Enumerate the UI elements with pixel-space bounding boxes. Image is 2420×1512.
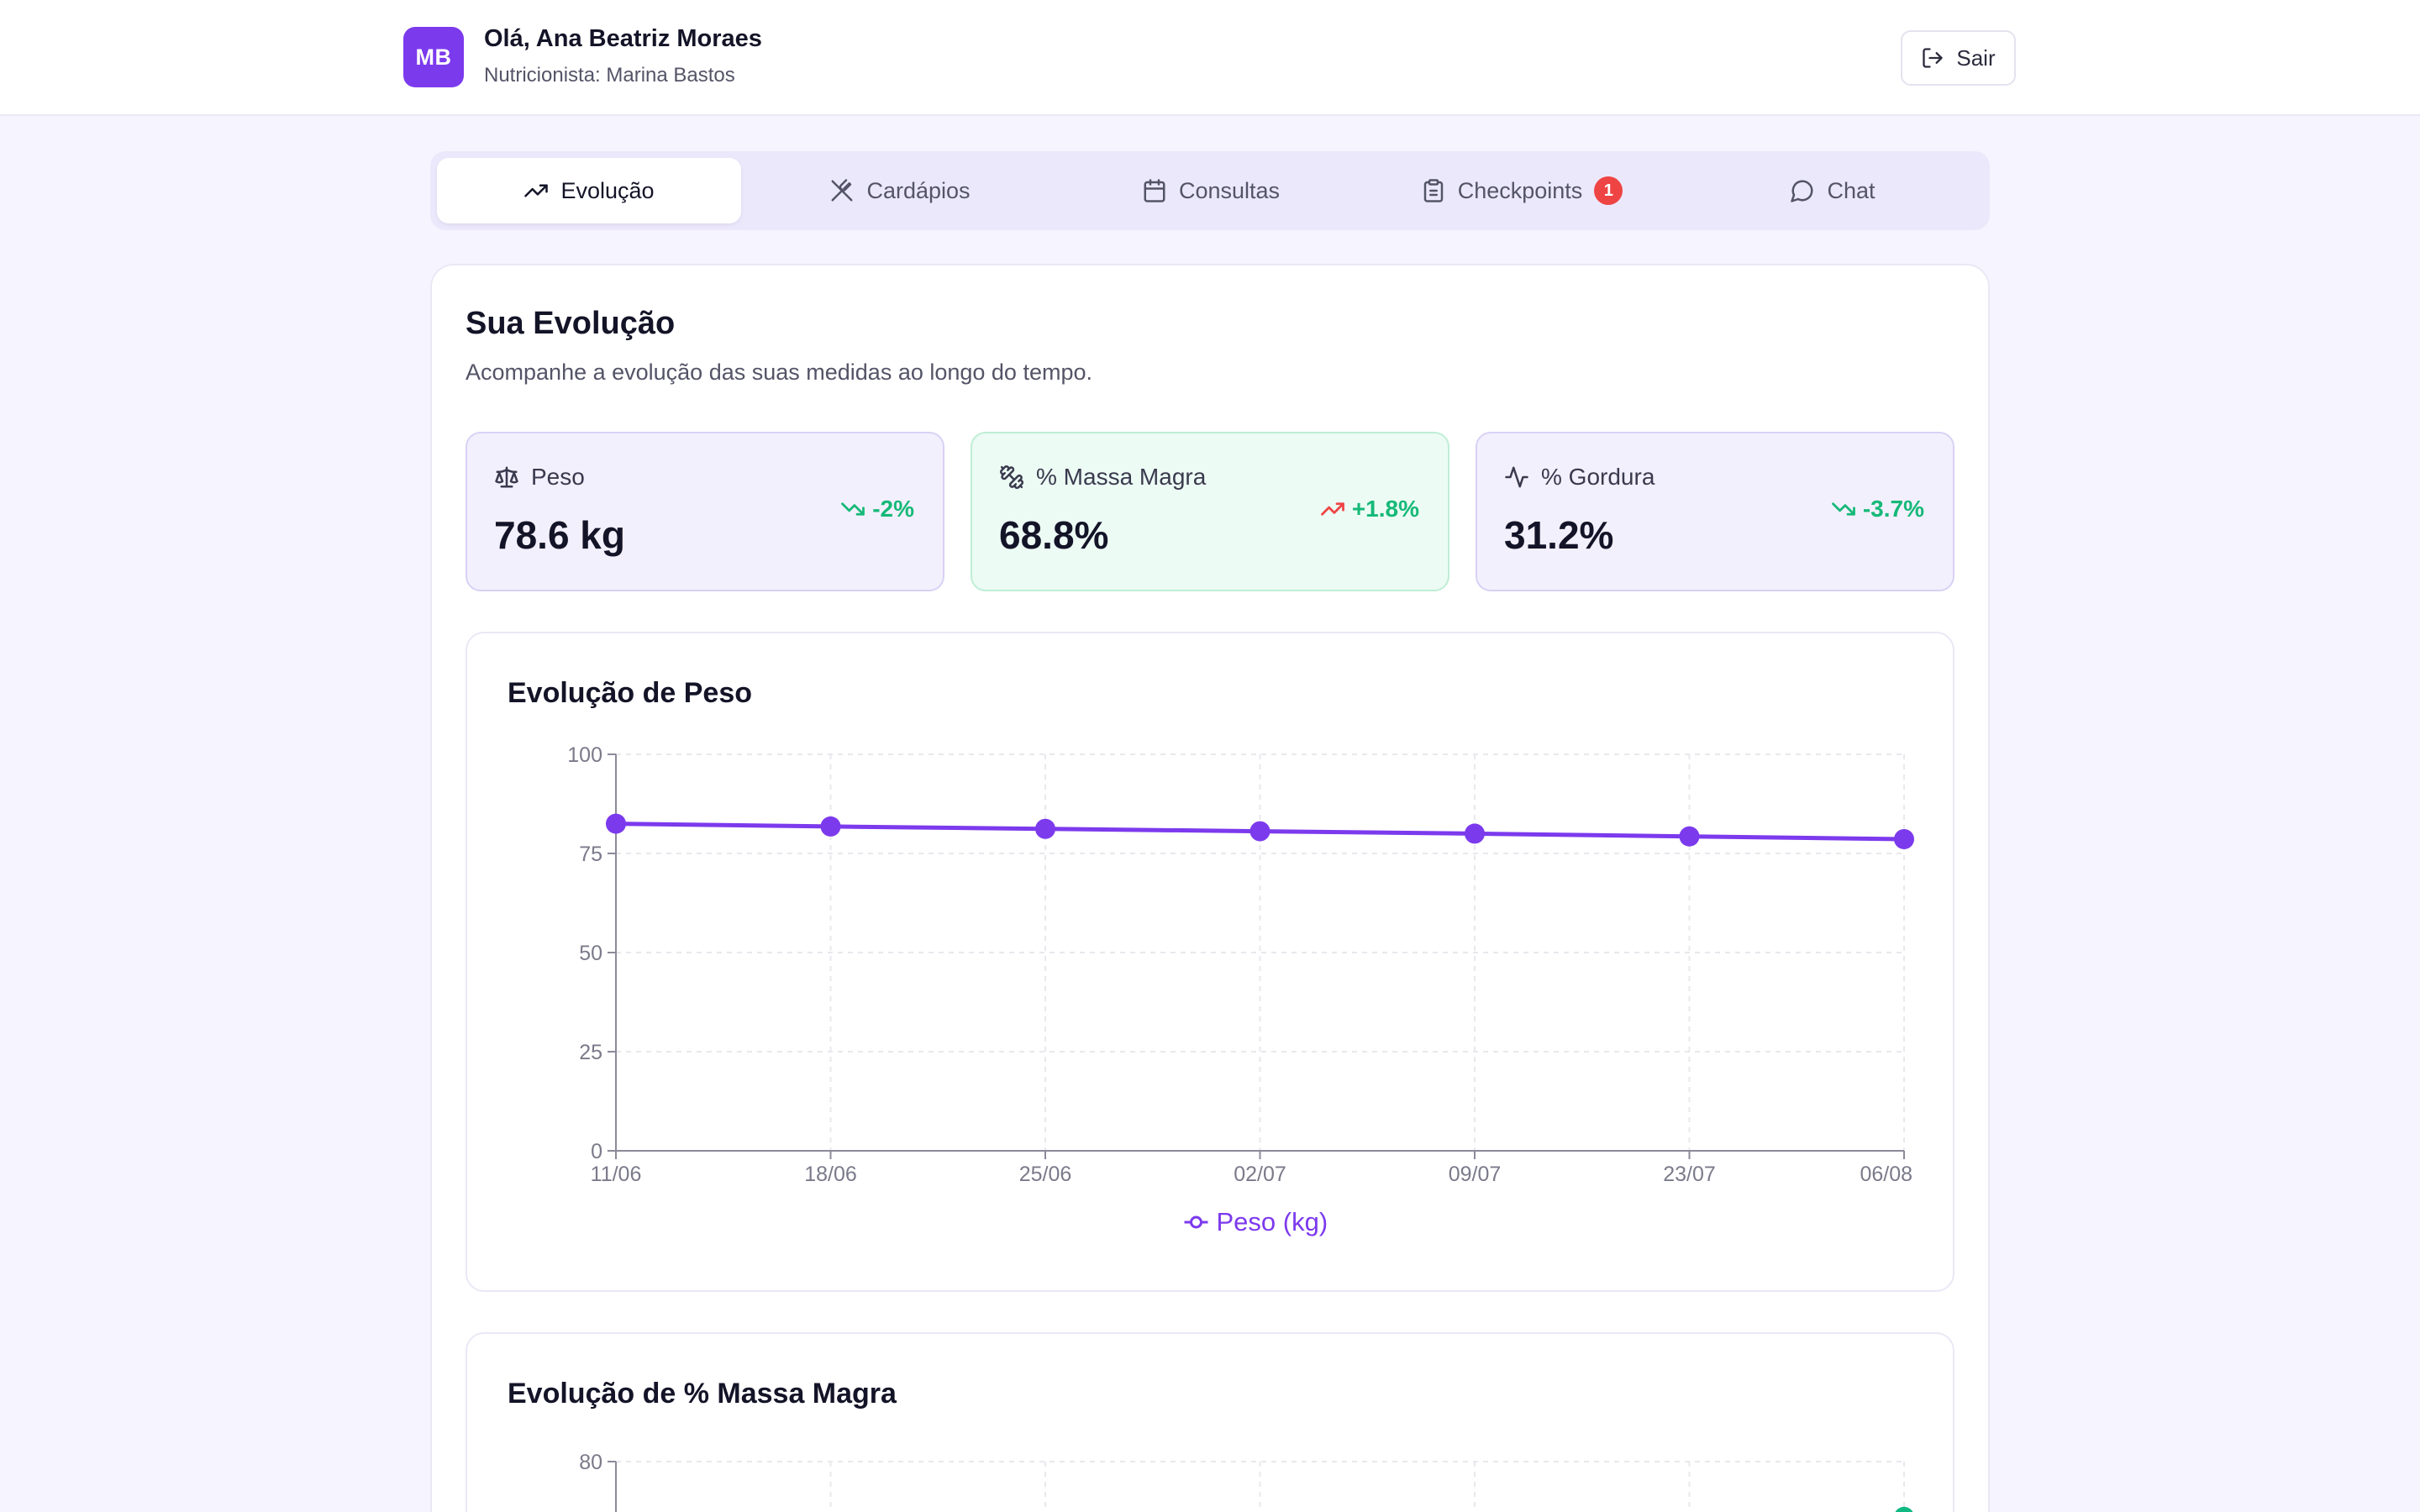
y-tick-label: 0	[591, 1140, 602, 1163]
chart-card-peso	[466, 632, 1954, 1292]
clipboard-icon	[1421, 178, 1446, 203]
legend-marker	[1190, 1215, 1202, 1229]
stat-change: -3.7%	[1862, 496, 1924, 522]
trending-down-icon	[840, 496, 865, 522]
trending-up-icon	[1320, 496, 1345, 522]
tab-label: Cardápios	[866, 177, 971, 203]
nutritionist-name: Nutricionista: Marina Bastos	[484, 64, 735, 87]
stat-label: Peso	[531, 464, 585, 490]
stat-card-peso: Peso 78.6 kg -2%	[466, 432, 944, 591]
chart-title: Evolução de Peso	[508, 677, 752, 709]
y-tick-label: 50	[579, 942, 602, 965]
data-point	[1895, 1506, 1913, 1512]
scale-icon	[494, 465, 519, 490]
tab-bar: Evolução Cardápios Consultas Checkpoints…	[430, 151, 1990, 230]
stat-card-gordura: % Gordura 31.2% -3.7%	[1476, 432, 1954, 591]
activity-icon	[1504, 465, 1529, 490]
y-tick-label: 80	[579, 1451, 602, 1474]
x-tick-label: 25/06	[1019, 1163, 1072, 1186]
data-point	[606, 813, 626, 834]
legend: Peso (kg)	[1184, 1207, 1328, 1236]
logout-button[interactable]: Sair	[1901, 30, 2016, 86]
stat-value: 31.2%	[1504, 513, 1614, 557]
calendar-icon	[1142, 178, 1167, 203]
logout-label: Sair	[1956, 45, 1996, 71]
top-header: MB Olá, Ana Beatriz Moraes Nutricionista…	[0, 0, 2420, 116]
y-tick-label: 100	[567, 743, 602, 767]
legend-label: Peso (kg)	[1217, 1207, 1328, 1236]
stat-label: % Massa Magra	[1036, 464, 1207, 490]
utensils-icon	[829, 178, 855, 203]
data-point	[1679, 826, 1700, 847]
x-tick-label: 02/07	[1234, 1163, 1286, 1186]
tab-checkpoints[interactable]: Checkpoints 1	[1370, 158, 1674, 223]
dumbbell-icon	[999, 465, 1024, 490]
chat-bubble-icon	[1790, 178, 1815, 203]
stat-change: +1.8%	[1351, 496, 1419, 522]
notification-badge: 1	[1594, 176, 1623, 205]
logout-icon	[1921, 46, 1944, 70]
x-tick-label: 06/08	[1860, 1163, 1912, 1186]
chart-card-massa-magra	[466, 1332, 1954, 1512]
data-point	[820, 816, 841, 837]
trending-down-icon	[1831, 496, 1856, 522]
page-subtitle: Acompanhe a evolução das suas medidas ao…	[466, 360, 1092, 385]
chart-massa-magra: 80	[579, 1451, 1913, 1512]
data-point	[1894, 829, 1914, 850]
chart-peso: 0 25 50 75 100 11/06 18/06 25/06 02/07 09/07 23/07…	[567, 743, 1914, 1236]
data-point	[1035, 818, 1055, 839]
tab-label: Evolução	[560, 177, 655, 203]
tab-label: Consultas	[1178, 177, 1281, 203]
stat-change: -2%	[872, 496, 914, 522]
x-tick-label: 18/06	[804, 1163, 857, 1186]
x-tick-label: 09/07	[1449, 1163, 1502, 1186]
y-tick-label: 75	[579, 843, 602, 866]
y-tick-label: 25	[579, 1041, 602, 1064]
x-tick-label: 11/06	[591, 1163, 642, 1186]
tab-chat[interactable]: Chat	[1681, 158, 1985, 223]
greeting-text: Olá, Ana Beatriz Moraes	[484, 25, 762, 52]
stat-card-massa-magra: % Massa Magra 68.8% +1.8%	[971, 432, 1449, 591]
tab-label: Chat	[1827, 177, 1876, 203]
tab-label: Checkpoints	[1457, 177, 1583, 203]
data-point	[1465, 823, 1485, 844]
x-tick-label: 23/07	[1663, 1163, 1716, 1186]
trending-up-icon	[523, 178, 549, 203]
tab-consultas[interactable]: Consultas	[1059, 158, 1363, 223]
tab-cardapios[interactable]: Cardápios	[748, 158, 1052, 223]
chart-title: Evolução de % Massa Magra	[508, 1378, 897, 1410]
data-point	[1249, 821, 1270, 842]
stat-value: 78.6 kg	[494, 513, 625, 557]
stat-value: 68.8%	[999, 513, 1109, 557]
page-title: Sua Evolução	[466, 306, 676, 341]
avatar: MB	[403, 27, 464, 87]
tab-evolucao[interactable]: Evolução	[437, 158, 741, 223]
stat-label: % Gordura	[1541, 464, 1655, 490]
